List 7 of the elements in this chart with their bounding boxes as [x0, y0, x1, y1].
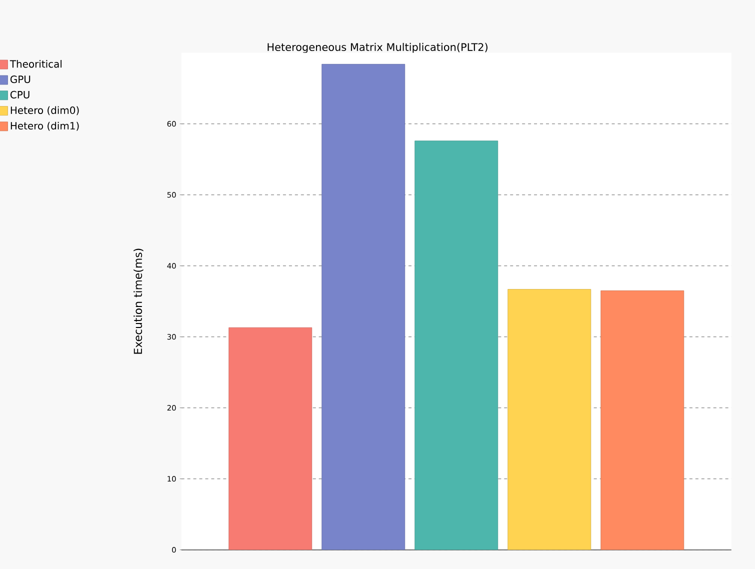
legend-label: CPU — [10, 90, 30, 98]
legend-label: Hetero (dim1) — [10, 122, 79, 131]
chart-title: Heterogeneous Matrix Multiplication(PLT2) — [268, 42, 488, 54]
y-axis-title: Execution time(ms) — [134, 248, 144, 354]
legend-label: Hetero (dim0) — [10, 106, 79, 116]
legend-label: GPU — [10, 76, 30, 84]
legend-label: Theoritical — [10, 60, 62, 68]
